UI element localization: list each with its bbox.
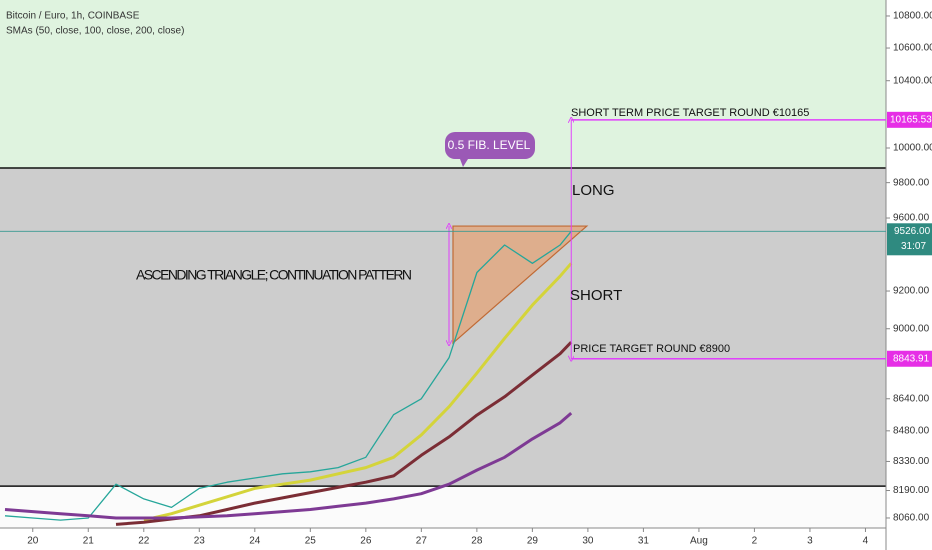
ascending-triangle — [452, 225, 589, 345]
x-tick-label: 22 — [138, 536, 150, 547]
y-tick-label: 10000.00 — [893, 143, 932, 154]
y-tick-label: 10600.00 — [893, 43, 932, 54]
high-target-label: SHORT TERM PRICE TARGET ROUND €10165 — [571, 107, 809, 119]
price-line — [4, 230, 572, 521]
x-tick-label: 3 — [807, 536, 813, 547]
low-target-label: PRICE TARGET ROUND €8900 — [573, 343, 730, 355]
target-high-tag-text: 10165.53 — [890, 114, 932, 125]
last-price-tag — [887, 223, 932, 256]
fib-bubble — [445, 132, 535, 167]
y-tick-label: 10400.00 — [893, 75, 932, 86]
last-price-tag-text: 9526.00 — [894, 226, 931, 237]
y-tick-label: 8330.00 — [893, 456, 930, 467]
y-tick-label: 10800.00 — [893, 11, 932, 22]
x-tick-label: 4 — [863, 536, 869, 547]
x-tick-label: 21 — [83, 536, 95, 547]
short-label: SHORT — [570, 287, 622, 304]
x-tick-label: 2 — [752, 536, 758, 547]
target-high-tag — [887, 111, 932, 128]
target-low-tag — [887, 350, 932, 367]
x-tick-label: 27 — [416, 536, 428, 547]
y-tick-label: 8060.00 — [893, 513, 930, 524]
y-tick-label: 8190.00 — [893, 485, 930, 496]
time-axis — [0, 528, 886, 550]
x-tick-label: 25 — [305, 536, 317, 547]
x-tick-label: 28 — [471, 536, 483, 547]
chart-title: Bitcoin / Euro, 1h, COINBASE — [6, 11, 140, 22]
y-tick-label: 9000.00 — [893, 323, 930, 334]
chart-subtitle: SMAs (50, close, 100, close, 200, close) — [6, 26, 184, 37]
fib-label: 0.5 FIB. LEVEL — [448, 138, 531, 152]
bullish-zone — [0, 0, 886, 169]
long-label: LONG — [572, 182, 615, 199]
x-tick-label: 20 — [27, 536, 39, 547]
y-tick-label: 9800.00 — [893, 177, 930, 188]
x-tick-label: 31 — [638, 536, 650, 547]
x-tick-label: 24 — [249, 536, 261, 547]
x-tick-label: 23 — [194, 536, 206, 547]
countdown: 31:07 — [901, 241, 926, 252]
y-tick-label: 9200.00 — [893, 286, 930, 297]
x-tick-label: 29 — [527, 536, 539, 547]
target-low-tag-text: 8843.91 — [893, 353, 930, 364]
x-tick-label: 30 — [582, 536, 594, 547]
y-tick-label: 9600.00 — [893, 213, 930, 224]
sma-line — [4, 411, 573, 520]
y-tick-label: 8480.00 — [893, 425, 930, 436]
price-axis — [886, 0, 932, 550]
sma-line — [143, 262, 573, 522]
y-tick-label: 8640.00 — [893, 393, 930, 404]
pattern-label: ASCENDING TRIANGLE; CONTINUATION PATTERN — [136, 267, 412, 283]
range-zone — [0, 168, 886, 487]
x-tick-label: 26 — [360, 536, 372, 547]
x-tick-label: Aug — [690, 536, 708, 547]
